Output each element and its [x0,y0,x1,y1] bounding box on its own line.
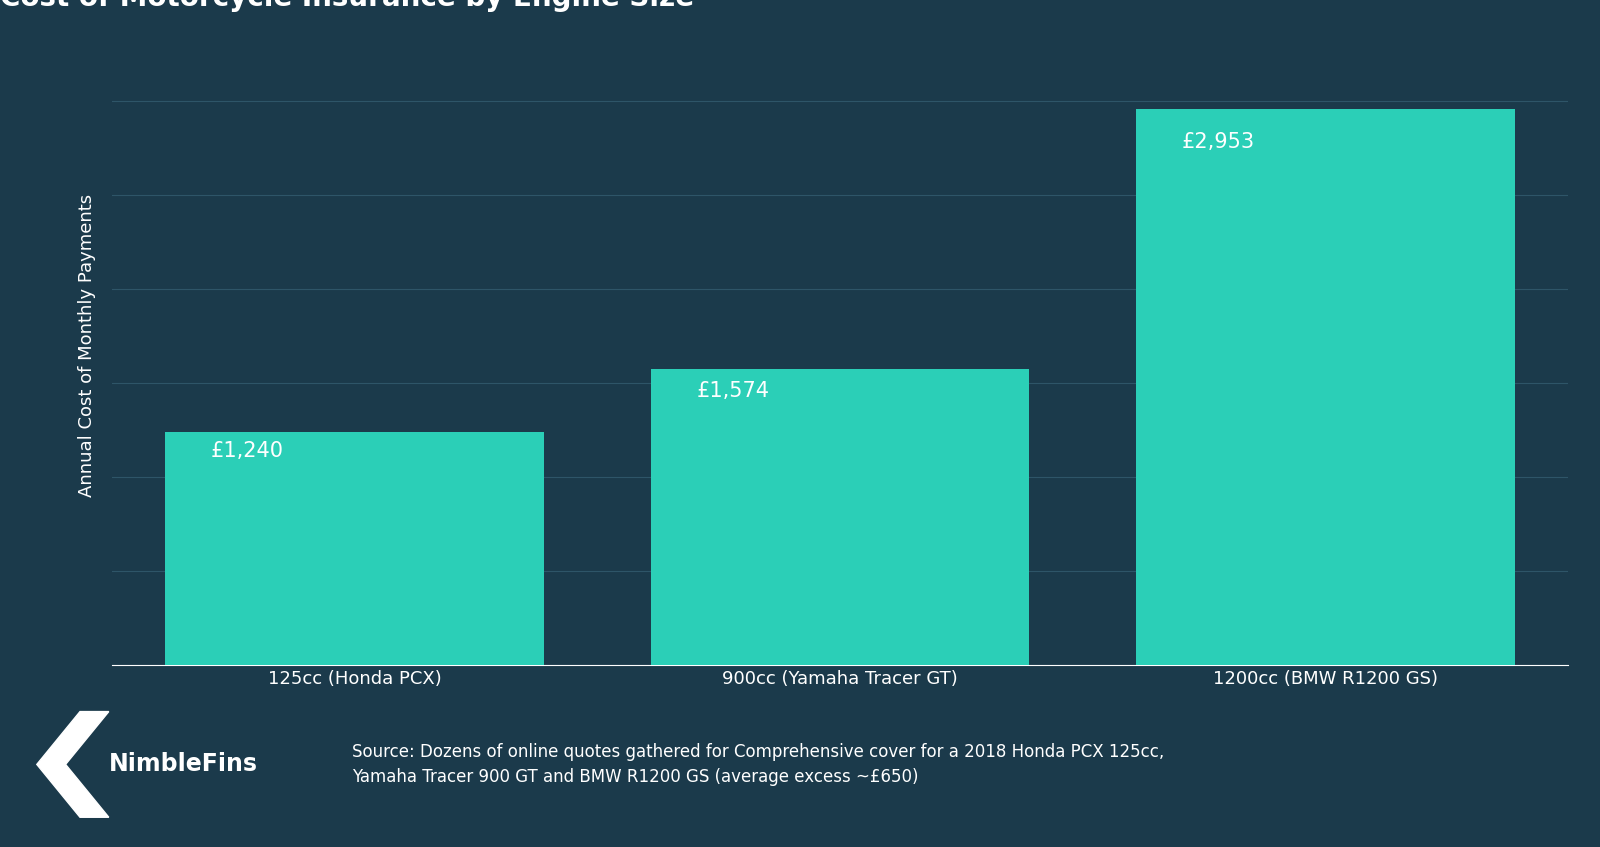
Y-axis label: Annual Cost of Monthly Payments: Annual Cost of Monthly Payments [78,194,96,496]
Text: Cost of Motorcycle Insurance by Engine Size: Cost of Motorcycle Insurance by Engine S… [0,0,694,12]
Text: Source: Dozens of online quotes gathered for Comprehensive cover for a 2018 Hond: Source: Dozens of online quotes gathered… [352,743,1165,786]
Text: £1,574: £1,574 [696,380,770,401]
Bar [651,368,1029,665]
Text: £2,953: £2,953 [1181,131,1254,152]
Polygon shape [37,711,109,817]
Bar [1136,109,1515,665]
Text: £1,240: £1,240 [211,441,283,461]
Bar [165,432,544,665]
Text: NimbleFins: NimbleFins [109,752,258,777]
